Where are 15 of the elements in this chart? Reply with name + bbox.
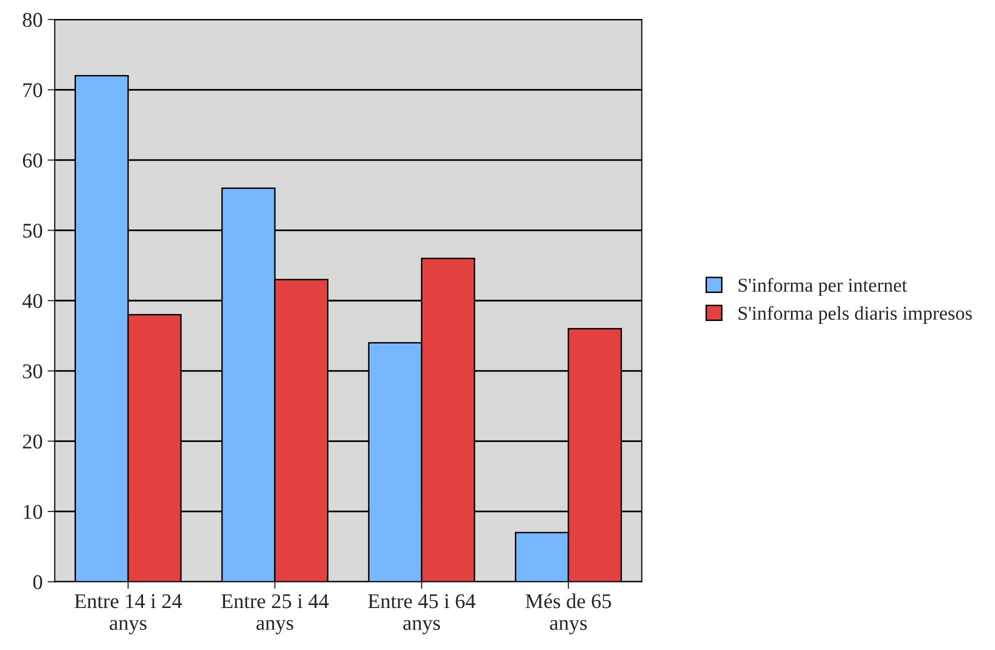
legend-label: S'informa per internet: [738, 278, 908, 296]
y-tick-label: 60: [22, 153, 42, 168]
y-tick-label: 30: [23, 364, 42, 378]
y-tick-label: 70: [23, 83, 42, 98]
y-tick-label: 10: [24, 504, 42, 519]
x-tick-label: Entre 14 i 24 anys: [74, 594, 182, 634]
legend-label: S'informa pels diaris impresos: [738, 306, 972, 324]
y-tick-label: 40: [22, 294, 42, 308]
x-tick-label: Entre 25 i 44 anys: [221, 594, 329, 634]
x-tick-label: Entre 45 i 64 anys: [368, 594, 476, 634]
y-tick-label: 20: [23, 434, 42, 449]
x-tick-label: Més de 65 anys: [526, 594, 611, 634]
y-tick-label: 50: [23, 224, 42, 238]
y-tick-label: 0: [33, 575, 42, 590]
y-tick-label: 80: [22, 12, 42, 27]
